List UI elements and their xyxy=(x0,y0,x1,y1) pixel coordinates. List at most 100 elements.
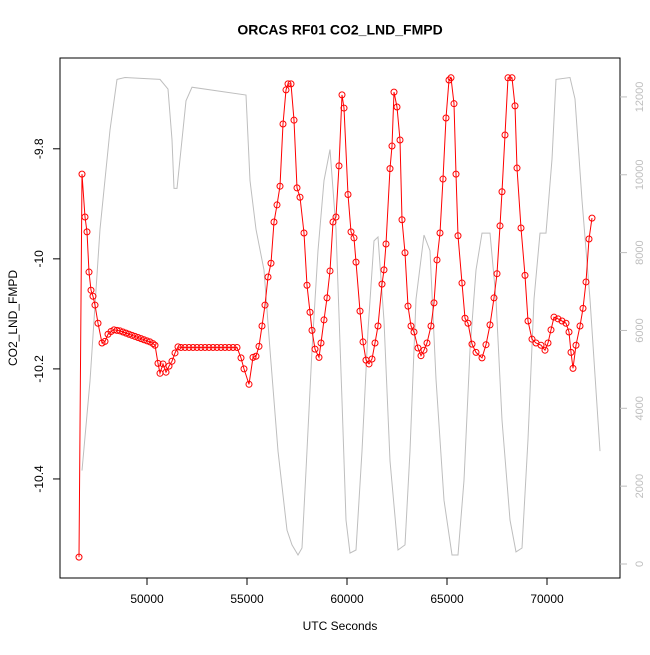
data-point xyxy=(464,319,472,327)
data-point xyxy=(137,335,145,343)
data-point xyxy=(380,266,388,274)
data-point xyxy=(407,322,415,330)
data-point xyxy=(558,317,566,325)
y-tick-label: -10.4 xyxy=(32,465,46,493)
data-point xyxy=(513,164,521,172)
data-point xyxy=(550,313,558,321)
data-point xyxy=(433,256,441,264)
data-point xyxy=(205,343,213,351)
data-point xyxy=(81,213,89,221)
data-point xyxy=(320,316,328,324)
data-point xyxy=(209,343,217,351)
data-point xyxy=(317,339,325,347)
data-point xyxy=(287,80,295,88)
x-tick-label: 65000 xyxy=(430,592,464,606)
data-point xyxy=(344,190,352,198)
data-point xyxy=(284,80,292,88)
data-point xyxy=(350,234,358,242)
data-point xyxy=(116,327,124,335)
data-point xyxy=(240,365,248,373)
data-point xyxy=(264,273,272,281)
y2-tick-label: 6000 xyxy=(634,318,646,342)
y2-tick-label: 4000 xyxy=(634,396,646,420)
x-axis-label: UTC Seconds xyxy=(303,619,378,633)
data-point xyxy=(427,322,435,330)
data-point xyxy=(565,328,573,336)
data-point xyxy=(329,218,337,226)
data-point xyxy=(159,360,167,368)
data-point xyxy=(378,280,386,288)
data-point xyxy=(87,286,95,294)
data-point xyxy=(151,341,159,349)
data-point xyxy=(439,175,447,183)
data-point xyxy=(258,322,266,330)
data-point xyxy=(197,343,205,351)
data-point xyxy=(347,228,355,236)
data-point xyxy=(486,321,494,329)
data-point xyxy=(165,362,173,370)
data-point xyxy=(585,235,593,243)
data-point xyxy=(162,368,170,376)
data-point xyxy=(352,258,360,266)
data-point xyxy=(410,328,418,336)
data-point xyxy=(282,86,290,94)
data-point xyxy=(528,335,536,343)
data-point xyxy=(217,343,225,351)
data-point xyxy=(338,91,346,99)
data-point xyxy=(75,553,83,561)
data-point xyxy=(567,348,575,356)
y2-tick-label: 2000 xyxy=(634,474,646,498)
data-point xyxy=(229,343,237,351)
data-point xyxy=(382,240,390,248)
data-point xyxy=(359,338,367,346)
data-point xyxy=(501,131,509,139)
data-point xyxy=(544,339,552,347)
data-point xyxy=(445,76,453,84)
x-tick-label: 60000 xyxy=(330,592,364,606)
data-point xyxy=(249,353,257,361)
data-point xyxy=(143,337,151,345)
y2-tick-label: 8000 xyxy=(634,240,646,264)
data-point xyxy=(91,301,99,309)
data-point xyxy=(504,74,512,82)
data-point xyxy=(154,359,162,367)
y-axis-label: CO2_LND_FMPD xyxy=(6,270,20,366)
chart-title: ORCAS RF01 CO2_LND_FMPD xyxy=(237,22,442,38)
data-point xyxy=(572,341,580,349)
series-line xyxy=(81,76,601,556)
data-point xyxy=(255,342,263,350)
data-point xyxy=(119,328,127,336)
data-point xyxy=(517,224,525,232)
data-point xyxy=(296,193,304,201)
data-point xyxy=(276,182,284,190)
data-point xyxy=(128,331,136,339)
data-point xyxy=(237,354,245,362)
data-point xyxy=(225,343,233,351)
data-point xyxy=(83,228,91,236)
y-tick-label: -10.2 xyxy=(32,355,46,383)
data-point xyxy=(482,341,490,349)
data-point xyxy=(125,330,133,338)
data-point xyxy=(273,201,281,209)
data-point xyxy=(386,165,394,173)
data-point xyxy=(171,349,179,357)
data-point xyxy=(576,322,584,330)
data-point xyxy=(588,214,596,222)
data-point xyxy=(472,348,480,356)
data-point xyxy=(537,341,545,349)
data-point xyxy=(233,343,241,351)
data-point xyxy=(335,162,343,170)
data-point xyxy=(442,114,450,122)
data-point xyxy=(181,343,189,351)
data-point xyxy=(356,307,364,315)
data-point xyxy=(496,222,504,230)
y-tick-label: -9.8 xyxy=(32,138,46,159)
data-point xyxy=(541,346,549,354)
data-point xyxy=(498,188,506,196)
data-point xyxy=(404,302,412,310)
data-point xyxy=(452,170,460,178)
data-point xyxy=(490,294,498,302)
data-point xyxy=(261,301,269,309)
